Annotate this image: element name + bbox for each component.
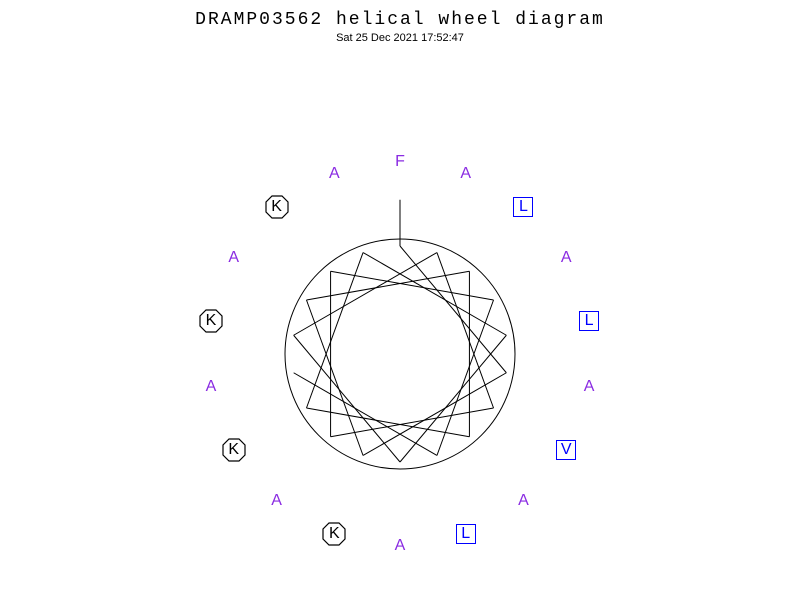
residue-letter: A	[584, 378, 595, 396]
residue-16: L	[454, 522, 478, 546]
residue-13: A	[265, 489, 289, 513]
residue-letter: A	[271, 492, 282, 510]
residue-letter: A	[228, 249, 239, 267]
residue-4: L	[511, 195, 535, 219]
residue-0: F	[388, 150, 412, 174]
residue-letter: K	[228, 441, 239, 459]
residue-5: A	[511, 489, 535, 513]
residue-11: A	[454, 162, 478, 186]
residue-letter: L	[461, 525, 470, 543]
residue-6: K	[222, 438, 246, 462]
residue-letter: A	[329, 165, 340, 183]
diagram-subtitle: Sat 25 Dec 2021 17:52:47	[0, 32, 800, 44]
residue-8: L	[577, 309, 601, 333]
residue-14: K	[265, 195, 289, 219]
residue-letter: A	[561, 249, 572, 267]
residue-letter: A	[518, 492, 529, 510]
residue-7: A	[322, 162, 346, 186]
residue-12: V	[554, 438, 578, 462]
residue-letter: L	[519, 198, 528, 216]
wheel-chord	[294, 253, 437, 336]
residue-letter: A	[206, 378, 217, 396]
residue-letter: K	[271, 198, 282, 216]
residue-1: A	[577, 375, 601, 399]
residue-10: K	[199, 309, 223, 333]
residue-letter: L	[585, 312, 594, 330]
residue-17: A	[199, 375, 223, 399]
residue-letter: K	[329, 525, 340, 543]
residue-letter: V	[561, 441, 572, 459]
residue-letter: K	[206, 312, 217, 330]
residue-2: K	[322, 522, 346, 546]
helical-wheel-lines	[0, 44, 800, 600]
wheel-chord	[294, 373, 437, 456]
residue-letter: A	[395, 537, 406, 555]
residue-9: A	[388, 534, 412, 558]
residue-letter: A	[460, 165, 471, 183]
diagram-title: DRAMP03562 helical wheel diagram	[0, 10, 800, 30]
helical-wheel-canvas: F A K A L A K A L A K A V A K A L A	[0, 44, 800, 600]
residue-3: A	[222, 246, 246, 270]
residue-15: A	[554, 246, 578, 270]
residue-letter: F	[395, 153, 405, 171]
